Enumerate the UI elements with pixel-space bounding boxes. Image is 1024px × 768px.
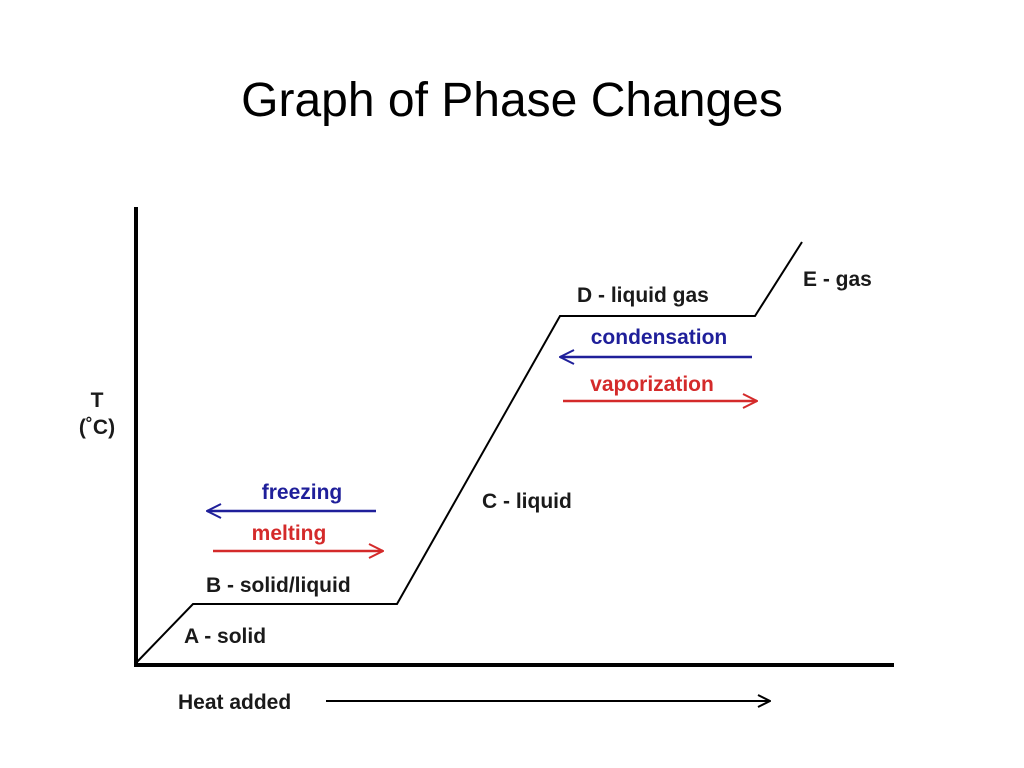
segment-label: B - solid/liquid <box>206 574 351 597</box>
y-label: T <box>91 389 104 412</box>
transition-label: melting <box>252 522 327 545</box>
x-label: Heat added <box>178 691 291 714</box>
y-unit: (˚C) <box>79 416 115 439</box>
segment-label: C - liquid <box>482 490 572 513</box>
title: Graph of Phase Changes <box>241 74 783 127</box>
transition-label: freezing <box>262 481 343 504</box>
segment-label: E - gas <box>803 268 872 291</box>
heating-curve <box>135 241 803 664</box>
segment-label: A - solid <box>184 625 266 648</box>
transition-label: condensation <box>591 326 728 349</box>
transition-label: vaporization <box>590 373 714 396</box>
segment-label: D - liquid gas <box>577 284 709 307</box>
